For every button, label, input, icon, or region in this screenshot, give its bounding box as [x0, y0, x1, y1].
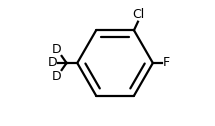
Text: D: D — [52, 43, 61, 56]
Text: D: D — [48, 56, 57, 70]
Text: Cl: Cl — [132, 8, 144, 21]
Text: D: D — [52, 70, 61, 83]
Text: F: F — [163, 56, 170, 70]
